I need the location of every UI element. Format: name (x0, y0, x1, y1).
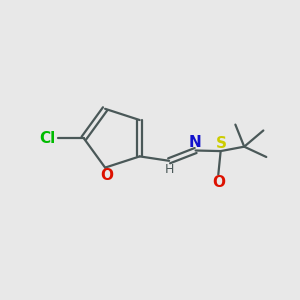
Text: O: O (100, 168, 113, 183)
Text: O: O (212, 176, 225, 190)
Text: N: N (189, 135, 201, 150)
Text: Cl: Cl (40, 131, 56, 146)
Text: S: S (216, 136, 227, 151)
Text: H: H (165, 163, 174, 176)
